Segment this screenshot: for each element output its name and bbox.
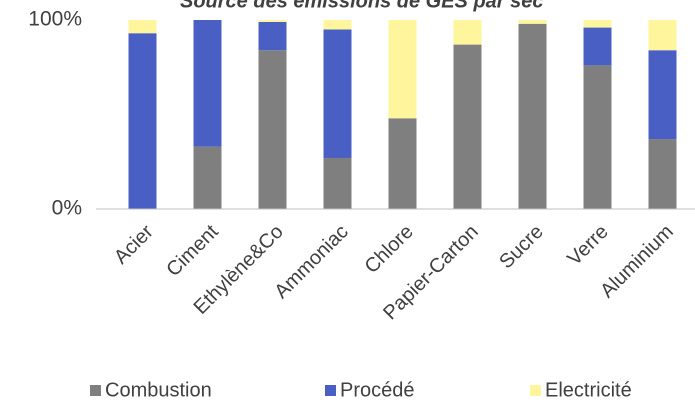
bar-segment: [128, 20, 157, 34]
bar-segment: [583, 20, 612, 28]
x-tick-label: Sucre: [495, 221, 548, 274]
bar-segment: [258, 50, 287, 209]
bar-segment: [453, 20, 482, 45]
bar-segment: [648, 50, 677, 140]
bar-segment: [518, 20, 547, 24]
y-tick-label: 0%: [52, 197, 82, 220]
y-tick-label: 100%: [28, 8, 82, 31]
legend-swatch: [325, 385, 336, 396]
bar-segment: [388, 20, 417, 119]
x-tick-label: Chlore: [361, 221, 418, 278]
x-tick-label: Verre: [563, 221, 612, 270]
bar-segment: [193, 20, 222, 147]
x-tick-label: Acier: [110, 220, 158, 268]
bar-segment: [258, 20, 287, 22]
bar-segment: [323, 29, 352, 158]
legend-label: Electricité: [545, 379, 632, 401]
bar-segment: [323, 20, 352, 30]
legend-swatch: [90, 385, 101, 396]
bar-segment: [583, 65, 612, 209]
x-tick-label: Ciment: [162, 220, 223, 281]
bar-segment: [193, 146, 222, 209]
legend-label: Combustion: [105, 379, 212, 401]
legend-swatch: [530, 385, 541, 396]
chart-title: Source des émissions de GES par sec: [180, 0, 544, 12]
bar-segment: [128, 33, 157, 210]
bar-segment: [648, 20, 677, 51]
bar-segment: [648, 139, 677, 209]
bar-segment: [518, 23, 547, 210]
bar-segment: [323, 157, 352, 209]
bar-segment: [583, 27, 612, 66]
legend-label: Procédé: [340, 379, 415, 401]
bar-segment: [388, 118, 417, 209]
bar-segment: [258, 21, 287, 51]
bar-segment: [453, 44, 482, 209]
